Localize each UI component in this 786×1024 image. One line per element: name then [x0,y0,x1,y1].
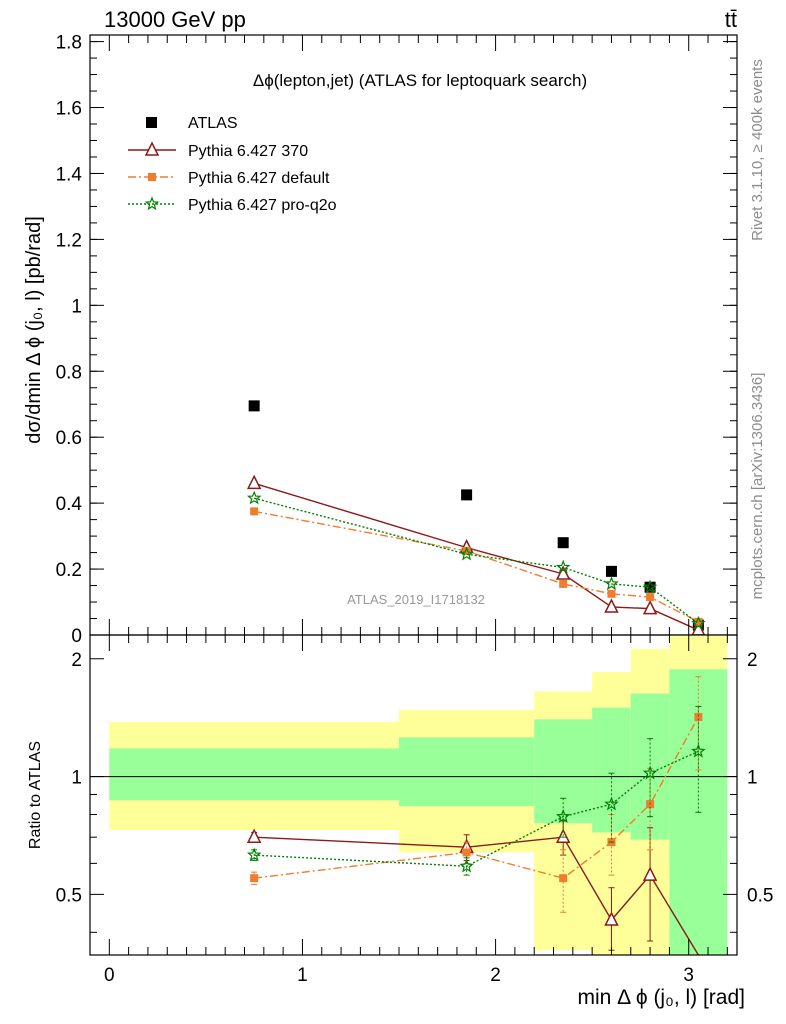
legend-entry-pythia-370: Pythia 6.427 370 [128,141,308,160]
mcplots-label: mcplots.cern.ch [arXiv:1306.3436] [749,373,766,600]
main-point-pythia-6-427-pro-q2o-3 [604,576,619,591]
ratio-inner-band [534,719,593,824]
ratio-point-pythia-6-427-default-2 [559,874,568,883]
main-point-pythia-6-427-default-0 [250,507,259,516]
main-ytick-label: 1.8 [56,33,82,54]
legend-marker-atlas [146,117,157,128]
main-panel: 0 0.2 0.4 0.6 0.8 1 1.2 1.4 1.6 1.8 Δϕ(lepton,jet… [23,33,738,647]
ratio-inner-band [592,707,631,833]
main-ytick-label: 0.8 [56,362,82,383]
ratio-line-pythia-6-427-370 [254,836,699,956]
legend-entry-atlas: ATLAS [146,115,238,132]
ratio-inner-band [109,748,400,801]
main-point-atlas-3 [605,565,617,577]
main-point-pythia-6-427-370-4 [642,599,658,615]
legend: ATLAS Pythia 6.427 370 Pythia 6.427 defa… [128,115,337,214]
main-ytick-label: 0.2 [56,560,82,581]
ratio-ytick-label-right: 1 [747,768,758,789]
main-ytick-label: 1.2 [56,230,82,251]
xtick-label: 0 [104,965,115,986]
legend-label-pythia-default: Pythia 6.427 default [188,170,330,187]
ratio-y-axis-label: Ratio to ATLAS [27,741,44,849]
ratio-point-pythia-6-427-default-5 [694,712,703,721]
main-point-pythia-6-427-default-1 [462,546,471,555]
main-line-pythia-6-427-pro-q2o [253,497,699,625]
xtick-label: 2 [490,965,501,986]
x-axis-label: min Δ ϕ (j₀, l) [rad] [577,986,745,1009]
ratio-point-pythia-6-427-default-0 [250,874,259,883]
main-ytick-label: 1.4 [56,164,83,185]
xtick-label: 1 [297,965,308,986]
main-ytick-label: 0.6 [56,428,82,449]
ratio-inner-band [399,737,535,807]
main-point-pythia-6-427-pro-q2o-1 [459,546,474,561]
main-point-pythia-6-427-default-4 [646,593,655,602]
ratio-uncertainty-bands [109,635,728,955]
main-point-pythia-6-427-pro-q2o-0 [246,490,262,505]
main-line-pythia-6-427-default [254,510,699,623]
ratio-ytick-label: 0.5 [56,885,82,906]
ratio-ytick-label: 2 [71,650,82,671]
main-x-ticks [108,35,728,635]
ratio-ytick-label: 1 [71,768,82,789]
ratio-frame [89,634,738,956]
legend-label-pythia-370: Pythia 6.427 370 [188,143,308,160]
main-ytick-label: 1.6 [56,99,82,120]
ratio-y-ticks: 0.5 0.5 1 1 2 2 [56,650,773,933]
main-point-atlas-0 [248,400,260,412]
rivet-version-label: Rivet 3.1.10, ≥ 400k events [749,59,766,241]
main-ytick-label: 0.4 [56,494,83,515]
ratio-data-marks [246,676,706,956]
main-point-atlas-4 [644,581,656,593]
main-title: Δϕ(lepton,jet) (ATLAS for leptoquark sea… [253,71,587,90]
ratio-point-pythia-6-427-370-0 [246,828,262,843]
main-point-atlas-1 [461,489,473,501]
legend-marker-pythia-default [148,173,156,181]
main-data-marks [246,400,706,636]
ratio-point-pythia-6-427-pro-q2o-0 [246,847,262,862]
ratio-point-pythia-6-427-370-4 [642,866,658,881]
legend-marker-pythia-370 [144,141,160,156]
xtick-label: 3 [683,965,694,986]
legend-entry-pythia-default: Pythia 6.427 default [128,170,330,187]
ratio-point-pythia-6-427-default-1 [462,848,471,857]
main-point-pythia-6-427-370-3 [604,598,619,613]
main-point-pythia-6-427-default-3 [607,589,616,598]
main-point-pythia-6-427-pro-q2o-2 [555,559,571,574]
ratio-x-ticks: 0 1 2 3 [104,635,728,986]
main-point-pythia-6-427-default-2 [559,579,568,588]
ratio-ytick-label-right: 2 [747,650,758,671]
ratio-panel: 0.5 0.5 1 1 2 2 0 1 2 3 Ratio to ATLAS min Δ ϕ (… [27,634,773,1009]
main-ytick-label: 0 [71,626,82,647]
main-line-pythia-6-427-370 [253,482,699,631]
ratio-point-pythia-6-427-pro-q2o-3 [604,796,619,811]
ratio-point-pythia-6-427-pro-q2o-2 [555,808,571,823]
ratio-ytick-label-right: 0.5 [747,885,773,906]
main-y-ticks: 0 0.2 0.4 0.6 0.8 1 1.2 1.4 1.6 1.8 [56,33,737,647]
ratio-point-pythia-6-427-pro-q2o-1 [459,858,474,873]
ratio-line-pythia-6-427-pro-q2o [254,750,699,867]
ratio-point-pythia-6-427-pro-q2o-5 [691,743,706,758]
main-ytick-label: 1 [71,296,82,317]
legend-label-pythia-proq2o: Pythia 6.427 pro-q2o [188,197,337,214]
analysis-id-label: ATLAS_2019_I1718132 [347,592,485,607]
legend-marker-pythia-proq2o [144,196,160,211]
main-point-pythia-6-427-370-2 [555,565,571,580]
main-point-atlas-2 [557,537,569,549]
header-energy-label: 13000 GeV pp [104,7,246,32]
ratio-point-pythia-6-427-pro-q2o-4 [642,765,658,780]
main-point-pythia-6-427-370-0 [246,474,262,490]
header-process-label: tt̄ [725,7,737,32]
legend-label-atlas: ATLAS [188,115,238,132]
ratio-point-pythia-6-427-370-3 [604,911,619,926]
main-point-pythia-6-427-default-5 [694,617,703,626]
ratio-line-pythia-6-427-default [254,716,699,879]
legend-entry-pythia-proq2o: Pythia 6.427 pro-q2o [128,196,337,214]
main-y-axis-label: dσ/dmin Δ ϕ (j₀, l) [pb/rad] [23,216,45,444]
main-point-pythia-6-427-pro-q2o-4 [642,579,658,594]
main-point-pythia-6-427-pro-q2o-5 [691,615,706,630]
